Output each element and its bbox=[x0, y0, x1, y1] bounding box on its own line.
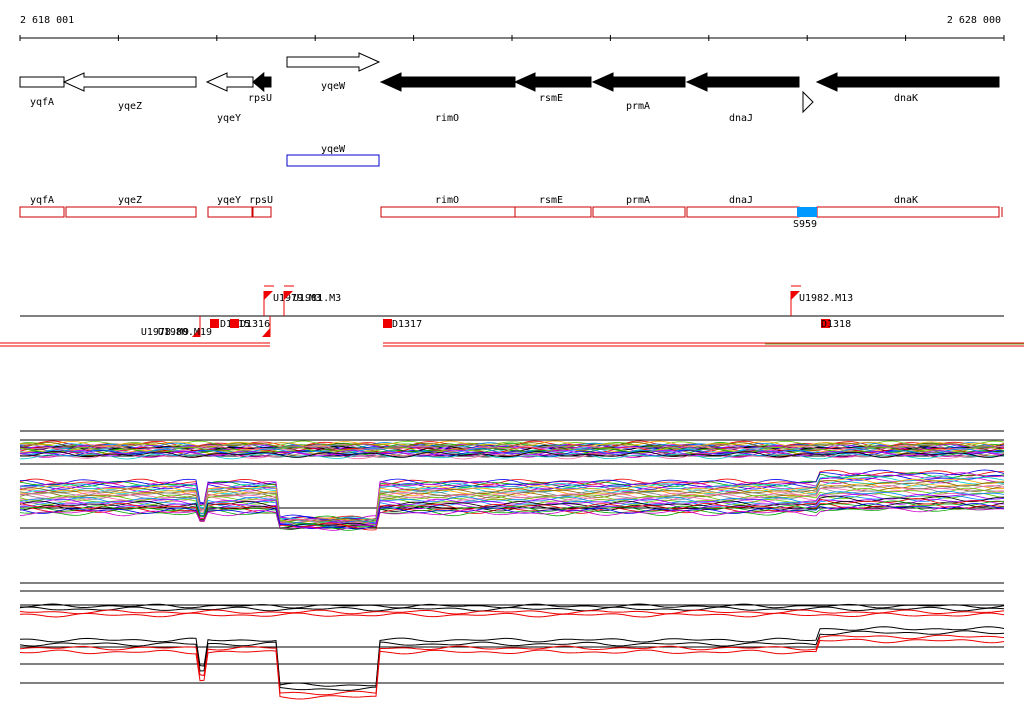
signal bbox=[19, 443, 1005, 451]
gene-label: rimO bbox=[435, 113, 459, 124]
feature-label: D1318 bbox=[821, 319, 851, 330]
track3-label: dnaJ bbox=[729, 195, 753, 206]
track3-box bbox=[207, 206, 253, 218]
feature-label: D1316 bbox=[240, 319, 270, 330]
feature-label: U1978.M9 bbox=[141, 327, 189, 338]
feature-flag bbox=[192, 328, 200, 337]
gene-arrow bbox=[19, 76, 65, 88]
feature-box bbox=[383, 319, 392, 328]
gene-arrow bbox=[513, 72, 592, 92]
gene-label: prmA bbox=[626, 101, 650, 112]
track3-label: prmA bbox=[626, 195, 650, 206]
track3-label: rpsU bbox=[249, 195, 273, 206]
ruler-start: 2 618 001 bbox=[20, 15, 74, 26]
feature-box bbox=[210, 319, 219, 328]
gene-label: rpsU bbox=[248, 93, 272, 104]
gene-arrow bbox=[62, 72, 197, 92]
signal bbox=[19, 505, 1005, 531]
signal bbox=[19, 634, 1005, 696]
track3-label: yqfA bbox=[30, 195, 54, 206]
signal bbox=[19, 480, 1005, 524]
signal bbox=[19, 503, 1005, 531]
feature-flag bbox=[262, 328, 270, 337]
signal bbox=[19, 626, 1005, 687]
signal bbox=[19, 451, 1005, 458]
gene-label: yqeZ bbox=[118, 101, 142, 112]
feature-flag bbox=[284, 291, 293, 300]
signal bbox=[19, 495, 1004, 529]
track3-box bbox=[252, 206, 272, 218]
signal bbox=[19, 490, 1005, 527]
gene-arrow bbox=[815, 72, 1000, 92]
feature-label: U1982.M13 bbox=[799, 293, 853, 304]
gene-arrow bbox=[802, 90, 814, 114]
signal bbox=[19, 474, 1005, 522]
gene-arrow bbox=[205, 72, 254, 92]
signal bbox=[19, 475, 1005, 523]
feature-box bbox=[230, 319, 239, 328]
signal bbox=[19, 490, 1005, 527]
signal bbox=[19, 485, 1005, 525]
signal bbox=[19, 477, 1005, 524]
signal bbox=[19, 451, 1005, 458]
signal bbox=[19, 498, 1005, 529]
signal bbox=[20, 452, 1005, 460]
gene-arrow bbox=[379, 72, 516, 92]
signal bbox=[19, 612, 1005, 618]
gene-label: yqeY bbox=[217, 113, 241, 124]
feature-box bbox=[821, 319, 830, 328]
signal bbox=[19, 480, 1005, 525]
signal bbox=[19, 443, 1005, 451]
signal bbox=[19, 452, 1005, 460]
track3-box bbox=[816, 206, 1000, 218]
site-box bbox=[797, 207, 817, 217]
track3-box bbox=[65, 206, 197, 218]
ruler-end: 2 628 000 bbox=[947, 15, 1001, 26]
signal bbox=[19, 500, 1005, 530]
track3-label: rsmE bbox=[539, 195, 563, 206]
track3-box bbox=[592, 206, 686, 218]
track3-box bbox=[686, 206, 800, 218]
gene-arrow bbox=[252, 71, 272, 93]
gene-label: dnaK bbox=[894, 93, 918, 104]
gene-arrow bbox=[685, 72, 800, 92]
signal bbox=[19, 606, 1005, 612]
signal bbox=[19, 503, 1005, 530]
feature-label: D1317 bbox=[392, 319, 422, 330]
signal bbox=[19, 449, 1005, 457]
signal bbox=[20, 469, 1005, 521]
track3-label: rimO bbox=[435, 195, 459, 206]
signal bbox=[19, 469, 1005, 522]
track3-label: dnaK bbox=[894, 195, 918, 206]
signal bbox=[19, 630, 1005, 691]
track2-label: yqeW bbox=[321, 144, 346, 155]
signal bbox=[19, 498, 1005, 530]
feature-flag bbox=[791, 291, 800, 300]
gene-label: dnaJ bbox=[729, 113, 753, 124]
track3-box bbox=[19, 206, 65, 218]
track3-label: yqeZ bbox=[118, 195, 142, 206]
feature-flag bbox=[264, 291, 273, 300]
gene-label: yqeW bbox=[321, 81, 346, 92]
feature-label: U1979.M3 bbox=[273, 293, 321, 304]
site-label: S959 bbox=[793, 219, 817, 230]
gene-label: yqfA bbox=[30, 97, 54, 108]
feature-label: U1980.M19 bbox=[158, 327, 212, 338]
signal bbox=[19, 505, 1005, 531]
track3-box bbox=[380, 206, 516, 218]
signal bbox=[19, 492, 1005, 527]
gene-arrow bbox=[286, 52, 381, 72]
gene-label: rsmE bbox=[539, 93, 563, 104]
track3-label: yqeY bbox=[217, 195, 241, 206]
signal bbox=[19, 442, 1005, 449]
signal bbox=[19, 638, 1005, 700]
feature-label: U1981.M3 bbox=[293, 293, 341, 304]
track3-box bbox=[514, 206, 592, 218]
gene-arrow bbox=[591, 72, 686, 92]
track2-box bbox=[286, 154, 380, 167]
signal bbox=[19, 445, 1005, 452]
